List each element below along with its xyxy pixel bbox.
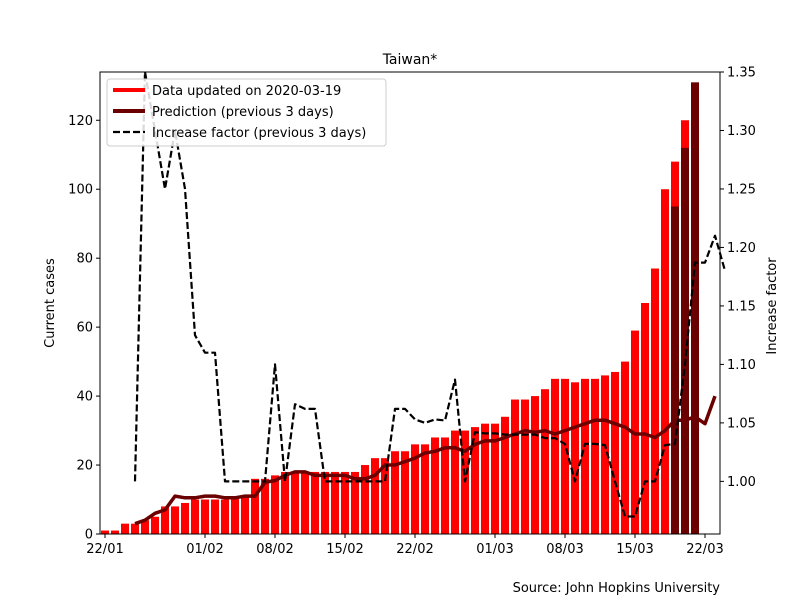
data-bar [211, 499, 219, 534]
data-bar [591, 378, 599, 534]
data-bar [171, 506, 179, 534]
data-bar [541, 389, 549, 534]
data-bar [331, 471, 339, 534]
data-bar [531, 396, 539, 534]
prediction-bar [671, 206, 679, 534]
data-bar [241, 496, 249, 534]
prediction-line [134, 395, 717, 526]
y-tick-label-left: 0 [85, 528, 93, 543]
increase-factor-line [133, 70, 727, 518]
x-tick-label: 22/02 [396, 542, 433, 557]
chart-title: Taiwan* [382, 52, 438, 68]
legend-label-data: Data updated on 2020-03-19 [152, 84, 341, 99]
y-tick-label-left: 20 [76, 459, 93, 474]
axes-layer: 0 20 40 60 80 100 120 1.00 1.05 1.10 1.15 1.20 1.25 1… [68, 66, 756, 558]
data-bar [111, 530, 119, 534]
prediction-bar [681, 147, 689, 534]
data-bar [601, 375, 609, 534]
data-bar [361, 465, 369, 534]
data-bar [311, 471, 319, 534]
data-bar [101, 530, 109, 534]
data-bar [121, 523, 129, 534]
data-bar [571, 382, 579, 534]
data-bar [641, 303, 649, 534]
y-tick-label-right: 1.05 [727, 416, 756, 431]
data-bar [351, 471, 359, 534]
data-bar [481, 423, 489, 534]
x-tick-label: 22/03 [686, 542, 723, 557]
data-bar [191, 499, 199, 534]
y-tick-label-right: 1.20 [727, 241, 756, 256]
y-tick-label-right: 1.35 [727, 66, 756, 81]
data-bar [261, 478, 269, 534]
data-bar [511, 399, 519, 534]
y-tick-label-left: 120 [68, 114, 93, 129]
y-tick-label-left: 40 [76, 390, 93, 405]
plot-frame [99, 71, 721, 535]
data-bar [521, 399, 529, 534]
y-tick-label-left: 100 [68, 183, 93, 198]
legend-label-prediction: Prediction (previous 3 days) [152, 105, 334, 120]
y-tick-label-right: 1.00 [727, 475, 756, 490]
y-tick-label-right: 1.25 [727, 182, 756, 197]
data-bar [231, 496, 239, 534]
data-bar [451, 430, 459, 534]
data-bar [301, 471, 309, 534]
y-tick-label-right: 1.10 [727, 358, 756, 373]
data-bar [221, 499, 229, 534]
y-tick-label-right: 1.30 [727, 124, 756, 139]
data-bar [281, 471, 289, 534]
data-bar [151, 516, 159, 534]
y-tick-label-left: 60 [76, 321, 93, 336]
data-bar [421, 444, 429, 534]
legend-box [106, 78, 387, 147]
data-bar [131, 523, 139, 534]
data-bar [141, 520, 149, 534]
data-bar [581, 378, 589, 534]
prediction-bar [691, 82, 699, 534]
data-bar [411, 444, 419, 534]
data-bar [291, 471, 299, 534]
data-bar [381, 458, 389, 534]
y-tick-label-right: 1.15 [727, 299, 756, 314]
data-bar [501, 416, 509, 534]
data-bar [651, 268, 659, 534]
legend: Data updated on 2020-03-19 Prediction (p… [106, 78, 387, 147]
data-bar [401, 451, 409, 534]
data-bar [321, 471, 329, 534]
x-tick-label: 08/02 [256, 542, 293, 557]
lines-layer [133, 70, 727, 526]
data-bar [471, 427, 479, 534]
source-note: Source: John Hopkins University [513, 581, 721, 596]
data-bar [611, 371, 619, 534]
data-bar [551, 378, 559, 534]
data-bar [391, 451, 399, 534]
x-tick-label: 15/02 [326, 542, 363, 557]
data-bar [441, 437, 449, 534]
x-tick-label: 22/01 [86, 542, 123, 557]
data-bar [271, 475, 279, 534]
legend-label-increase: Increase factor (previous 3 days) [152, 126, 366, 141]
y-axis-label-left: Current cases [43, 258, 58, 348]
x-tick-label: 01/02 [186, 542, 223, 557]
data-bar [161, 506, 169, 534]
x-tick-label: 01/03 [476, 542, 513, 557]
data-bar [371, 458, 379, 534]
data-bar [431, 437, 439, 534]
data-bar [341, 471, 349, 534]
x-tick-label: 15/03 [616, 542, 653, 557]
y-tick-label-left: 80 [76, 252, 93, 267]
data-bar [491, 423, 499, 534]
data-bar [561, 378, 569, 534]
bars-layer [101, 82, 699, 535]
y-axis-label-right: Increase factor [765, 257, 780, 355]
x-tick-label: 08/03 [546, 542, 583, 557]
data-bar [621, 361, 629, 534]
data-bar [251, 478, 259, 534]
data-bar [181, 502, 189, 534]
data-bar [201, 499, 209, 534]
data-bar [661, 189, 669, 534]
